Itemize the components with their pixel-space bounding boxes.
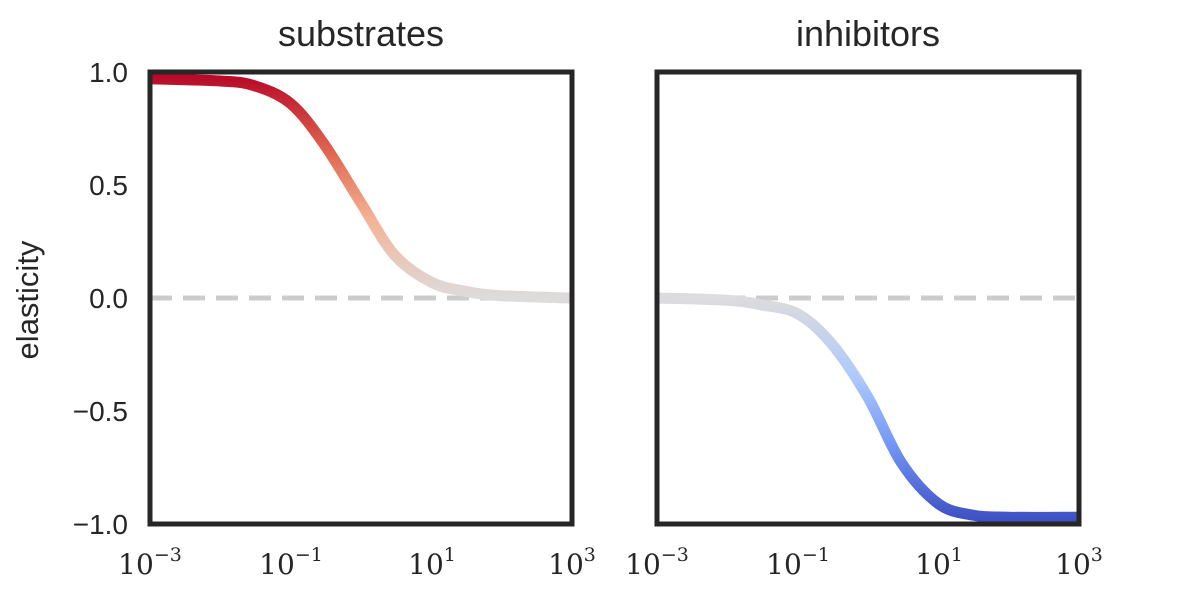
x-tick-label: 103 bbox=[548, 544, 596, 581]
x-tick-label: 101 bbox=[915, 544, 963, 581]
x-tick-label: 10−1 bbox=[766, 544, 830, 581]
series-line-substrates bbox=[149, 73, 573, 304]
series-line-inhibitors bbox=[656, 292, 1080, 523]
y-axis-label: elasticity bbox=[10, 240, 45, 359]
panel-title-substrates: substrates bbox=[278, 13, 444, 54]
x-tick-label: 103 bbox=[1055, 544, 1103, 581]
y-tick-label: 0.5 bbox=[89, 170, 128, 201]
y-tick-label: −0.5 bbox=[73, 396, 128, 427]
y-tick-labels: 1.0 0.5 0.0 −0.5 −1.0 bbox=[73, 57, 128, 540]
x-tick-label: 10−3 bbox=[625, 544, 689, 581]
x-tick-labels: 10−3 10−1 101 103 bbox=[625, 544, 1103, 581]
x-tick-label: 10−1 bbox=[259, 544, 323, 581]
x-tick-labels: 10−3 10−1 101 103 bbox=[118, 544, 596, 581]
y-tick-label: 0.0 bbox=[89, 283, 128, 314]
x-tick-label: 10−3 bbox=[118, 544, 182, 581]
x-tick-label: 101 bbox=[408, 544, 456, 581]
y-tick-label: 1.0 bbox=[89, 57, 128, 88]
axes-frame bbox=[654, 69, 1082, 527]
panel-title-inhibitors: inhibitors bbox=[796, 13, 940, 54]
panel-inhibitors: inhibitors 10−3 10−1 101 103 bbox=[625, 13, 1103, 581]
panel-substrates: substrates 1.0 0.5 0.0 −0.5 −1.0 10−3 10… bbox=[73, 13, 596, 581]
y-tick-label: −1.0 bbox=[73, 509, 128, 540]
axes-frame bbox=[147, 69, 575, 527]
